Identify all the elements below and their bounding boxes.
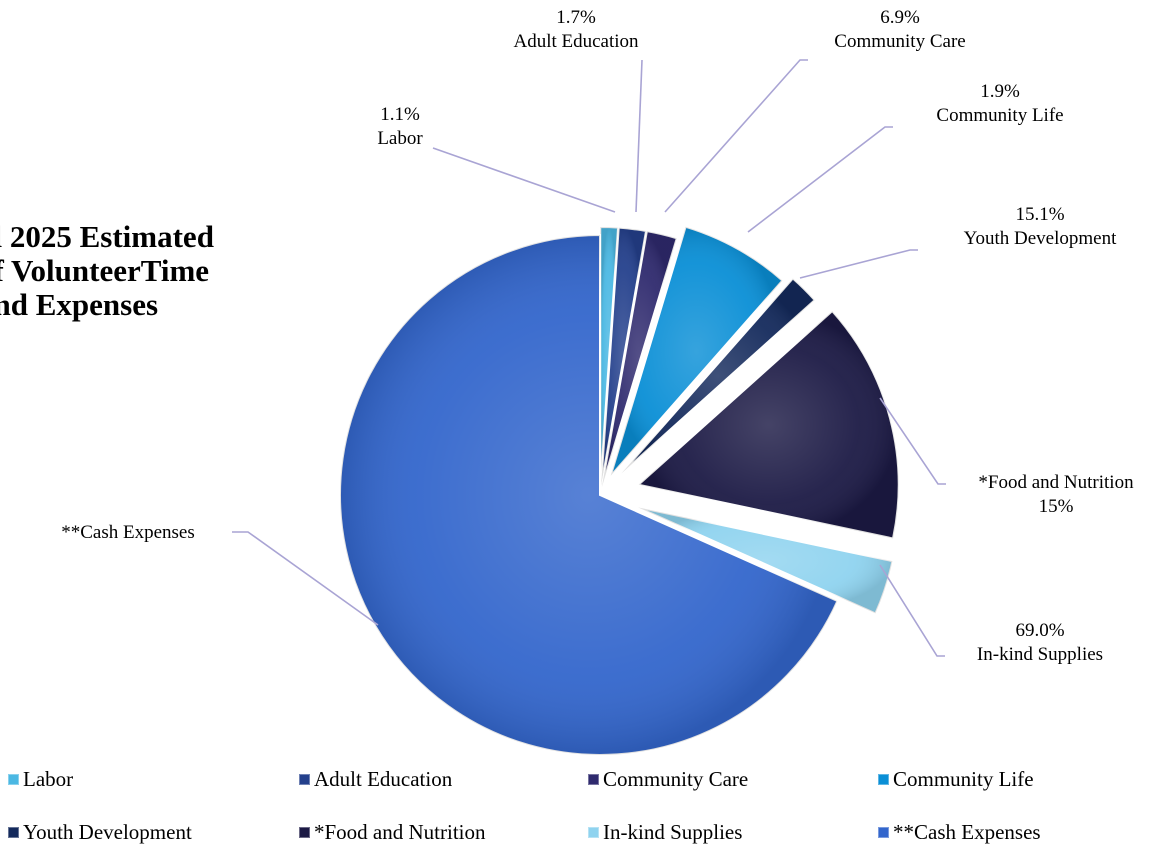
pie-slice-shading-cash-expenses [340, 234, 838, 755]
data-label-name-in-kind-supplies: In-kind Supplies [977, 644, 1103, 665]
legend-label: Youth Development [23, 820, 192, 844]
chart-title-line-2: of VolunteerTime [0, 253, 210, 288]
legend-item-in-kind-supplies: In-kind Supplies [588, 820, 742, 844]
data-label-name-youth-development: Youth Development [964, 228, 1117, 249]
legend-label: Community Life [893, 767, 1034, 791]
legend-item-cash-expenses: **Cash Expenses [878, 820, 1041, 844]
pie-slice-shading-in-kind-supplies [638, 507, 893, 614]
data-label-name-cash-expenses: **Cash Expenses [61, 522, 195, 543]
chart-title: al 2025 Estimated of VolunteerTime and E… [0, 220, 308, 322]
legend-label: Adult Education [314, 767, 453, 791]
legend-item-adult-education: Adult Education [299, 767, 452, 791]
legend-item-community-life: Community Life [878, 767, 1034, 791]
legend-swatch [299, 826, 310, 838]
legend-swatch [588, 826, 599, 838]
leader-line-in-kind-supplies [879, 564, 945, 657]
pie-slice-shading-community-life [610, 226, 783, 476]
pie-slice-shading-community-care [601, 231, 677, 488]
pie-slice-shading-youth-development [621, 278, 815, 474]
legend-swatch [8, 773, 19, 785]
data-label-name-community-care: Community Care [834, 31, 965, 52]
legend-item-food-and-nutrition: *Food and Nutrition [299, 820, 486, 844]
legend-item-youth-development: Youth Development [8, 820, 192, 844]
pie-slice-shading-food-and-nutrition [638, 311, 899, 539]
legend-label: Community Care [603, 767, 749, 791]
leader-line-adult-education [635, 59, 643, 213]
legend-swatch [299, 773, 310, 785]
data-label-pct-labor: 1.1% [380, 104, 420, 125]
legend-swatch [588, 773, 599, 785]
leader-line-labor [432, 147, 616, 213]
data-label-name-adult-education: Adult Education [513, 31, 639, 52]
data-label-name-labor: Labor [377, 128, 423, 149]
data-label-name-community-life: Community Life [936, 105, 1063, 126]
data-label-pct-in-kind-supplies: 69.0% [1015, 620, 1064, 641]
leader-line-youth-development [799, 249, 918, 279]
leader-line-community-life [747, 126, 893, 233]
data-label-pct-food-and-nutrition: 15% [1039, 496, 1074, 517]
legend-label: **Cash Expenses [893, 820, 1041, 844]
legend-label: *Food and Nutrition [314, 820, 486, 844]
leader-line-food-and-nutrition [879, 397, 946, 485]
chart-title-line-1: al 2025 Estimated [0, 219, 214, 254]
chart-title-line-3: and Expenses [0, 287, 159, 322]
legend-swatch [878, 773, 889, 785]
legend-swatch [878, 826, 889, 838]
data-label-name-food-and-nutrition: *Food and Nutrition [978, 472, 1134, 493]
data-label-pct-community-care: 6.9% [880, 7, 920, 28]
legend-item-community-care: Community Care [588, 767, 748, 791]
pie-slice-shading-adult-education [600, 227, 647, 488]
legend-swatch [8, 826, 19, 838]
data-label-pct-community-life: 1.9% [980, 81, 1020, 102]
leader-line-cash-expenses [232, 531, 379, 626]
data-label-pct-adult-education: 1.7% [556, 7, 596, 28]
data-label-pct-youth-development: 15.1% [1015, 204, 1064, 225]
legend-item-labor: Labor [8, 767, 73, 791]
leader-line-community-care [664, 59, 808, 213]
legend-label: Labor [23, 767, 74, 791]
legend-label: In-kind Supplies [603, 820, 743, 844]
